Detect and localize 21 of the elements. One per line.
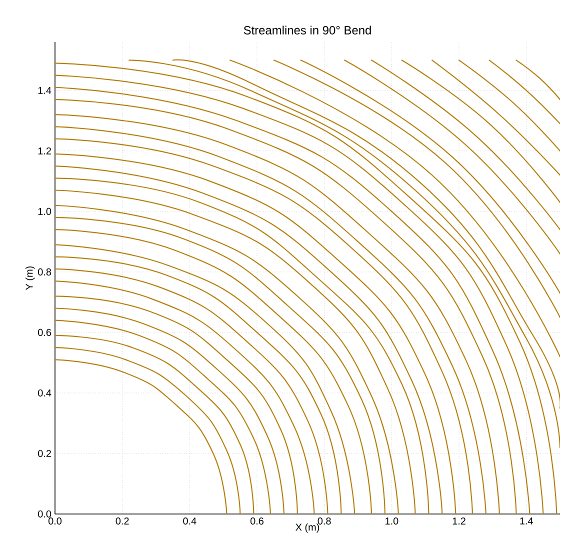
x-tick-label: 0.8	[318, 518, 331, 525]
line-series	[172, 59, 560, 409]
x-tick-label: 1.4	[520, 518, 533, 524]
y-tick-label: 1.2	[38, 147, 51, 154]
y-tick-label: 1.0	[38, 208, 52, 215]
y-tick-label: 0.4	[38, 389, 52, 396]
chart-title: Streamlines in 90° Bend	[244, 26, 371, 34]
y-tick-label: 0.8	[38, 268, 52, 276]
x-tick-label: 1.0	[386, 518, 398, 525]
y-tick-label: 0.6	[38, 328, 52, 336]
y-tick-label: 0.2	[38, 450, 51, 458]
x-tick-label: 0.0	[48, 518, 62, 525]
x-tick-label: 0.4	[183, 518, 196, 525]
x-tick-label: 0.6	[250, 518, 264, 525]
x-axis-title: X (m)	[296, 523, 320, 533]
x-tick-label: 0.2	[116, 518, 129, 525]
line-series	[128, 60, 560, 448]
y-axis-title: Y (m)	[25, 266, 35, 290]
x-tick-label: 1.2	[452, 518, 466, 524]
y-tick-label: 1.4	[38, 86, 52, 94]
y-tick-label: 0.0	[38, 510, 52, 518]
